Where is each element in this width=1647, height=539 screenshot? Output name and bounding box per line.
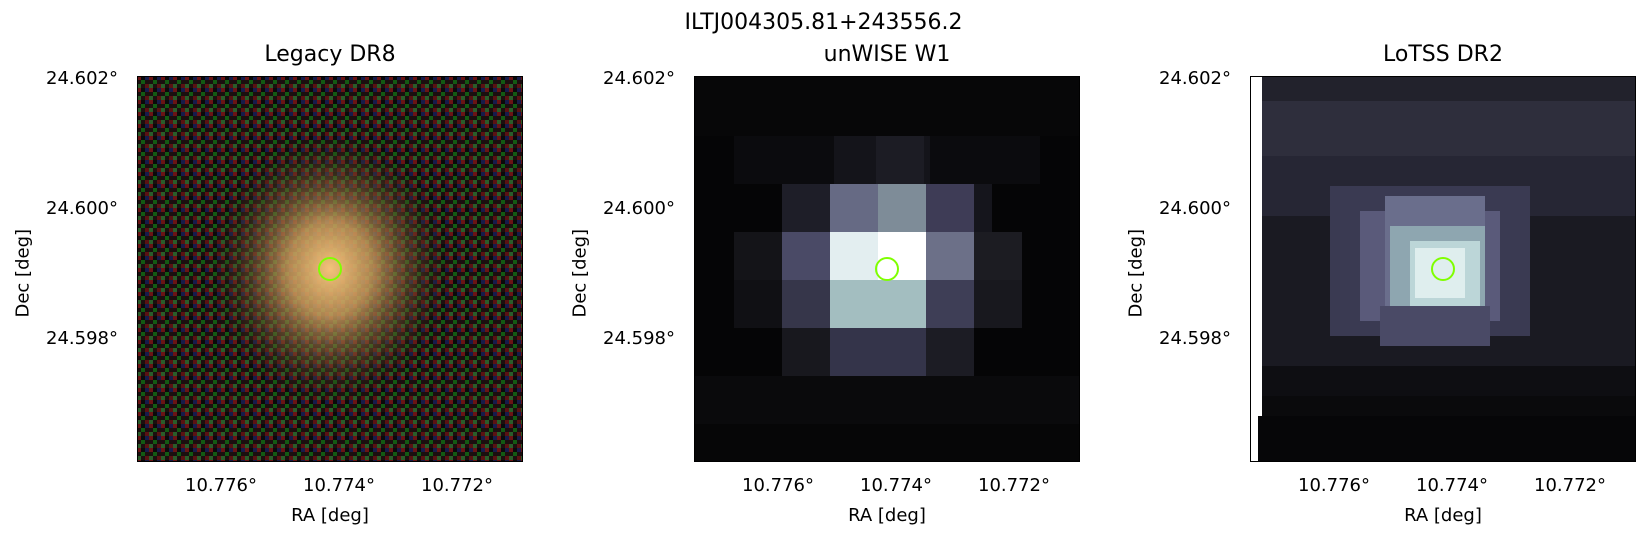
y-tick-label: 24.600°	[46, 198, 118, 219]
y-tick-label: 24.598°	[603, 328, 675, 349]
panel-title-unwise: unWISE W1	[823, 42, 951, 67]
x-axis-label: RA [deg]	[291, 505, 369, 526]
x-tick-label: 10.772°	[421, 475, 493, 496]
x-axis-label: RA [deg]	[848, 505, 926, 526]
cutout-image	[694, 76, 1080, 462]
cutout-image	[1250, 76, 1636, 462]
y-tick-label: 24.600°	[1159, 198, 1231, 219]
y-axis-label: Dec [deg]	[1125, 228, 1147, 318]
source-marker	[1431, 257, 1455, 281]
x-tick-label: 10.772°	[1534, 475, 1606, 496]
cutout-image	[137, 76, 523, 462]
y-tick-label: 24.602°	[46, 68, 118, 89]
y-tick-label: 24.602°	[603, 68, 675, 89]
source-marker	[875, 257, 899, 281]
x-tick-label: 10.772°	[978, 475, 1050, 496]
x-axis-label: RA [deg]	[1404, 505, 1482, 526]
x-tick-label: 10.774°	[1416, 475, 1488, 496]
panel-lotss-dr2: LoTSS DR2 Dec [deg] 24.602° 24.600° 24.5…	[1113, 0, 1647, 539]
y-tick-label: 24.600°	[603, 198, 675, 219]
x-tick-label: 10.774°	[860, 475, 932, 496]
panel-title-lotss: LoTSS DR2	[1383, 42, 1503, 67]
x-tick-label: 10.776°	[1298, 475, 1370, 496]
x-tick-label: 10.776°	[742, 475, 814, 496]
y-axis-label: Dec [deg]	[569, 228, 591, 318]
figure-title: ILTJ004305.81+243556.2	[684, 10, 963, 35]
panel-title-legacy: Legacy DR8	[264, 42, 396, 67]
source-marker	[318, 257, 342, 281]
x-tick-label: 10.774°	[303, 475, 375, 496]
panel-unwise-w1: unWISE W1 Dec [deg] 24.602° 24.600° 24.5…	[557, 0, 1117, 539]
y-tick-label: 24.598°	[1159, 328, 1231, 349]
x-tick-label: 10.776°	[185, 475, 257, 496]
y-axis-label: Dec [deg]	[12, 228, 34, 318]
y-tick-label: 24.602°	[1159, 68, 1231, 89]
y-tick-label: 24.598°	[46, 328, 118, 349]
panel-legacy-dr8: Legacy DR8 Dec [deg] 24.602° 24.600° 24.…	[0, 0, 560, 539]
